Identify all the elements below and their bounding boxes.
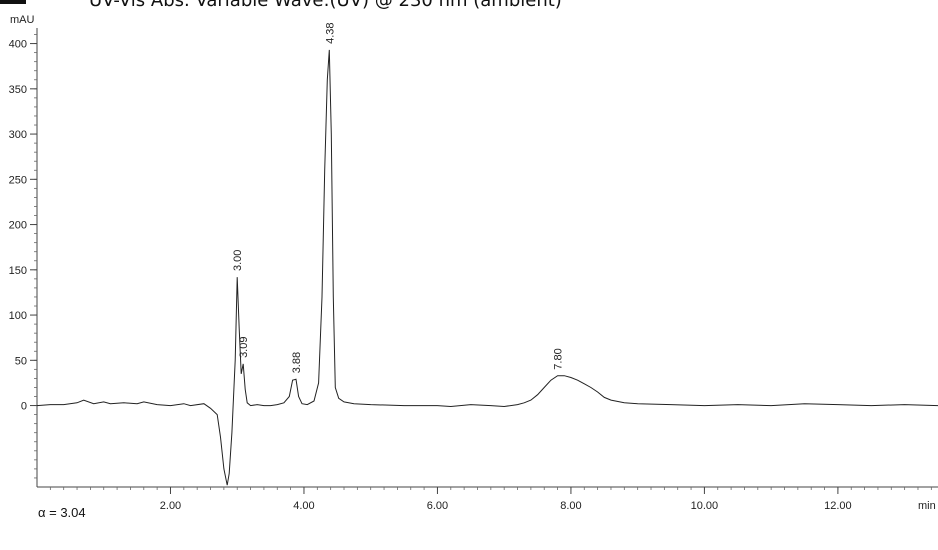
y-tick-label: 200 — [9, 220, 27, 232]
x-tick-label: 2.00 — [160, 500, 181, 512]
alpha-value: α = 3.04 — [38, 505, 86, 520]
minor-ticks — [34, 34, 932, 490]
y-axis-ticks: 0 50 100 150 200 250 300 350 400 — [9, 39, 37, 413]
y-tick-label: 50 — [15, 355, 27, 367]
y-tick-label: 300 — [9, 129, 27, 141]
peak-labels: 3.00 3.09 3.88 4.38 7.80 — [232, 22, 564, 373]
header-marker — [0, 0, 26, 4]
peak-label: 3.00 — [232, 250, 244, 271]
peak-label: 7.80 — [553, 348, 565, 369]
peak-label: 4.38 — [324, 22, 336, 43]
y-tick-label: 250 — [9, 174, 27, 186]
y-tick-label: 400 — [9, 39, 27, 51]
chromatogram-trace — [36, 49, 938, 486]
chart-title: UV-Vis Abs. Variable Wave:(UV) @ 230 nm … — [89, 0, 562, 11]
y-tick-label: 150 — [9, 265, 27, 277]
y-tick-label: 350 — [9, 84, 27, 96]
x-axis-ticks: 2.00 4.00 6.00 8.00 10.00 12.00 — [160, 487, 852, 512]
y-tick-label: 0 — [21, 401, 27, 413]
peak-label: 3.88 — [291, 352, 303, 373]
peak-label: 3.09 — [238, 337, 250, 358]
x-tick-label: 6.00 — [427, 500, 448, 512]
x-tick-label: 10.00 — [691, 500, 719, 512]
y-axis-unit-label: mAU — [10, 14, 35, 26]
x-axis-unit-label: min — [918, 500, 936, 512]
x-tick-label: 8.00 — [560, 500, 581, 512]
x-tick-label: 4.00 — [293, 500, 314, 512]
y-tick-label: 100 — [9, 310, 27, 322]
x-tick-label: 12.00 — [824, 500, 852, 512]
